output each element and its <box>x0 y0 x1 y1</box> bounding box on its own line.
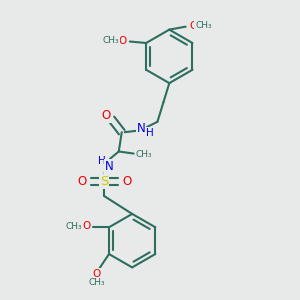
Text: O: O <box>77 175 87 188</box>
Text: CH₃: CH₃ <box>88 278 105 287</box>
Text: CH₃: CH₃ <box>66 222 82 231</box>
Text: O: O <box>101 109 111 122</box>
Text: O: O <box>92 269 101 279</box>
Text: O: O <box>122 175 131 188</box>
Text: CH₃: CH₃ <box>103 36 119 45</box>
Text: CH₃: CH₃ <box>195 21 212 30</box>
Text: S: S <box>100 175 108 188</box>
Text: N: N <box>105 160 113 173</box>
Text: H: H <box>98 156 106 166</box>
Text: O: O <box>118 36 127 46</box>
Text: N: N <box>137 122 146 135</box>
Text: H: H <box>146 128 153 138</box>
Text: O: O <box>189 21 197 31</box>
Text: CH₃: CH₃ <box>136 150 152 159</box>
Text: O: O <box>82 221 90 231</box>
